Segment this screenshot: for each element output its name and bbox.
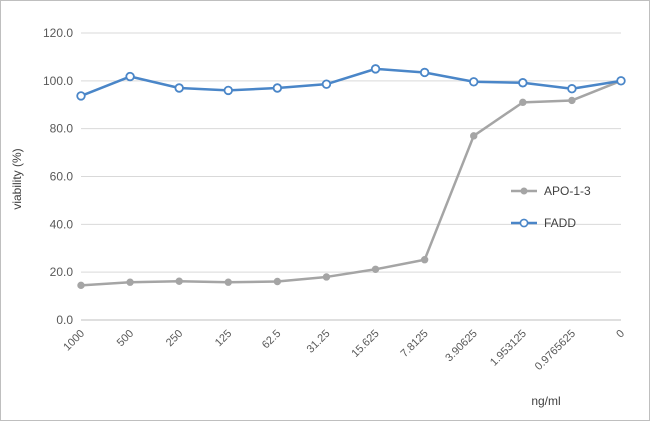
data-point [519, 98, 527, 107]
data-point [272, 83, 283, 93]
series-line [80, 79, 622, 287]
data-point [518, 78, 528, 88]
x-tick-label: 0.9765625 [533, 328, 578, 373]
y-tick-label: 100.0 [43, 74, 73, 88]
legend-item: FADD [511, 216, 576, 230]
data-point [223, 85, 233, 96]
data-point [371, 265, 380, 273]
legend-label: APO-1-3 [544, 184, 591, 198]
data-point [174, 83, 184, 93]
x-axis-title: ng/ml [531, 394, 560, 408]
x-tick-label: 1000 [61, 328, 87, 354]
series-layer [76, 64, 626, 290]
data-point [125, 71, 135, 82]
data-point [470, 132, 478, 140]
data-point [77, 281, 85, 290]
y-axis-title: viability (%) [10, 148, 24, 209]
x-tick-label: 0 [614, 328, 627, 341]
x-tick-label: 62.5 [260, 328, 284, 352]
x-tick-label: 125 [213, 328, 234, 349]
legend-item: APO-1-3 [511, 184, 591, 198]
data-point [224, 278, 232, 286]
data-point [76, 91, 86, 101]
data-point [616, 76, 626, 86]
data-point [469, 77, 479, 87]
x-tick-label: 7.8125 [398, 328, 430, 360]
data-point [175, 277, 183, 285]
data-point [273, 277, 282, 286]
x-tick-label: 15.625 [349, 328, 381, 360]
legend-swatch-marker [519, 218, 529, 228]
data-point [419, 67, 430, 78]
legend-swatch-marker [520, 187, 528, 195]
gridlines [81, 32, 621, 321]
data-point [567, 84, 577, 94]
x-tick-label: 3.90625 [443, 328, 480, 365]
y-tick-label: 0.0 [56, 313, 73, 327]
data-point [322, 273, 331, 281]
data-point [370, 64, 381, 74]
legend: APO-1-3 FADD [511, 184, 591, 230]
y-axis-tick-labels: 0.0 20.0 40.0 60.0 80.0 100.0 120.0 [43, 26, 73, 327]
y-tick-label: 20.0 [50, 265, 74, 279]
x-tick-label: 250 [164, 328, 185, 349]
series-line [80, 67, 622, 98]
y-tick-label: 40.0 [50, 217, 74, 231]
x-axis-tick-labels: 1000 500 250 125 62.5 31.25 15.625 7.8125 3.9062… [61, 328, 627, 373]
y-tick-label: 60.0 [50, 170, 74, 184]
x-tick-label: 31.25 [305, 328, 333, 356]
data-point [568, 96, 576, 105]
data-point [321, 79, 332, 89]
legend-label: FADD [544, 216, 576, 230]
y-tick-label: 80.0 [50, 122, 74, 136]
data-point [126, 278, 134, 286]
series-fadd [76, 64, 626, 101]
series-apo-1-3 [77, 77, 625, 290]
x-tick-label: 500 [115, 328, 136, 349]
y-tick-label: 120.0 [43, 26, 73, 40]
data-point [420, 256, 429, 264]
x-tick-label: 1.953125 [488, 328, 529, 369]
